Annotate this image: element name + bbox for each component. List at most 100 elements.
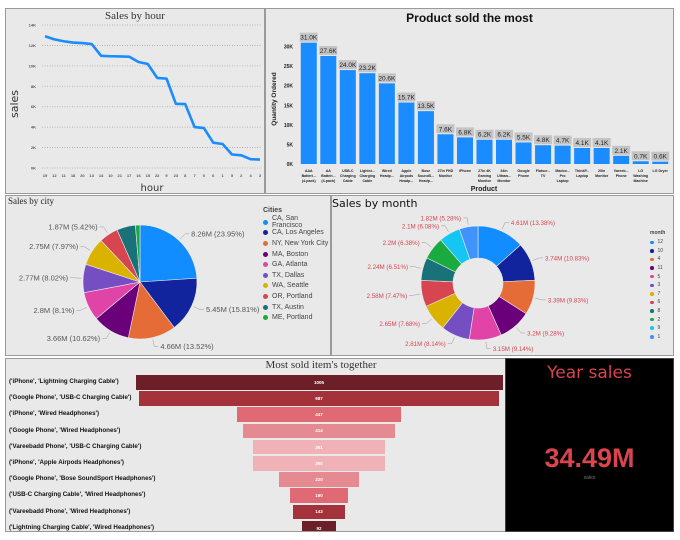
funnel-category-label: ('Lightning Charging Cable', 'Wired Head… xyxy=(9,523,155,531)
data-label: 5.5K xyxy=(517,134,531,141)
legend-label: 12 xyxy=(657,239,664,246)
data-label-bg xyxy=(612,145,631,155)
data-label-bg xyxy=(514,132,533,142)
data-label-bg xyxy=(436,124,455,134)
data-label-bg xyxy=(495,129,514,139)
legend-title: Cities xyxy=(263,207,283,214)
leader-line xyxy=(485,341,491,349)
leader-line xyxy=(76,307,87,311)
chart-title: Product sold the most xyxy=(406,11,533,25)
slice-label: 1.82M (5.28%) xyxy=(421,215,462,222)
legend-item[interactable]: MA, Boston xyxy=(263,249,330,260)
legend-item[interactable]: OR, Portland xyxy=(263,291,330,302)
y-axis-label: Quantity Ordered xyxy=(271,72,278,125)
legend-item[interactable]: 1 xyxy=(650,333,665,342)
legend-label: 3 xyxy=(657,282,661,289)
bar xyxy=(320,55,337,164)
leader-line xyxy=(501,222,509,230)
slice-label: 4.61M (13.38%) xyxy=(511,220,555,227)
x-tick-label: 12 xyxy=(52,173,57,178)
leader-line xyxy=(102,332,110,339)
legend-item[interactable]: WA, Seattle xyxy=(263,281,330,292)
legend-label: TX, Austin xyxy=(272,303,304,311)
legend-label: 4 xyxy=(657,256,661,263)
city-pie-chart: 8.26M (23.95%) 5.45M (15.81%) 4.66M (13.52… xyxy=(19,222,260,351)
slice-label: 8.26M (23.95%) xyxy=(191,229,245,238)
bar xyxy=(339,70,356,164)
legend-item[interactable]: 4 xyxy=(650,255,665,264)
leader-line xyxy=(410,266,421,269)
legend-item[interactable]: CA, San Francisco xyxy=(263,215,330,229)
funnel-bar: 92 xyxy=(302,520,336,531)
y-axis-label: sales xyxy=(8,90,21,118)
kpi-value: 34.49M xyxy=(544,443,635,473)
legend-item[interactable]: GA, Atlanta xyxy=(263,259,330,270)
legend-item[interactable]: ME, Portland xyxy=(263,312,330,323)
data-label-bg xyxy=(631,151,650,161)
data-label: 24.0K xyxy=(339,62,357,69)
legend-item[interactable]: 11 xyxy=(650,264,665,273)
slice xyxy=(139,224,198,283)
legend-item[interactable]: NY, New York City xyxy=(263,238,330,249)
data-label: 20.6K xyxy=(378,75,396,82)
legend-label: 5 xyxy=(657,273,661,280)
data-label: 4.1K xyxy=(595,140,609,147)
funnel-category-label: ('iPhone', 'Wired Headphones') xyxy=(9,410,100,418)
bar xyxy=(515,142,532,164)
x-tick-label: 21 xyxy=(118,173,123,178)
bar xyxy=(300,42,317,164)
legend-label: 9 xyxy=(657,325,661,332)
legend-item[interactable]: 6 xyxy=(650,298,665,307)
legend-label: CA, Los Angeles xyxy=(272,229,324,237)
slice-label: 4.66M (13.52%) xyxy=(160,342,214,351)
legend-item[interactable]: 3 xyxy=(650,281,665,290)
x-tick-label: 7 xyxy=(193,173,196,178)
chart-title: Sales by city xyxy=(8,196,54,206)
data-label: 0.6K xyxy=(654,154,668,161)
data-label-bg xyxy=(573,137,592,147)
x-tick-label: LG Washing Machine xyxy=(633,169,648,183)
slice-label: 3.15M (9.14%) xyxy=(493,346,534,353)
funnel-category-label: ('Vareebadd Phone', 'USB-C Charging Cabl… xyxy=(9,442,142,450)
data-label: 13.5K xyxy=(417,103,435,110)
legend-item[interactable]: TX, Dallas xyxy=(263,270,330,281)
legend-item[interactable]: 5 xyxy=(650,272,665,281)
funnel-category-label: ('USB-C Charging Cable', 'Wired Headphon… xyxy=(9,491,146,499)
bar xyxy=(593,147,610,164)
x-tick-label: ThinkP... Laptop xyxy=(575,169,590,178)
legend-label: 8 xyxy=(657,308,661,315)
x-tick-label: Wired Headp... xyxy=(380,169,394,178)
funnel-category-label: ('iPhone', 'Apple Airpods Headphones') xyxy=(9,459,124,466)
legend-marker-icon xyxy=(650,292,654,296)
legend-item[interactable]: TX, Austin xyxy=(263,302,330,313)
legend-marker-icon xyxy=(263,262,268,268)
x-tick-label: iPhone xyxy=(459,169,471,173)
legend-label: NY, New York City xyxy=(272,239,329,247)
x-tick-label: AAA Batteri... (4-pack) xyxy=(302,169,317,183)
data-label-bg xyxy=(397,92,416,102)
data-label: 6.2K xyxy=(478,132,492,139)
x-tick-label: 27in 4K Gaming Monitor xyxy=(478,169,492,183)
bar xyxy=(456,137,473,164)
legend-marker-icon xyxy=(650,240,654,245)
legend-item[interactable]: 9 xyxy=(650,324,665,333)
data-label-bg xyxy=(377,73,396,83)
slice-label: 3.74M (10.83%) xyxy=(545,255,589,262)
legend-item[interactable]: 8 xyxy=(650,307,665,316)
data-label-bg xyxy=(592,137,611,147)
x-tick-label: 15 xyxy=(146,173,151,178)
data-label-bg xyxy=(299,32,318,42)
legend-marker-icon xyxy=(263,240,268,246)
funnel-bar: 414 xyxy=(243,423,395,439)
data-label: 15.7K xyxy=(398,95,416,102)
x-tick-label: Google Phone xyxy=(517,169,529,178)
x-tick-label: 22 xyxy=(155,173,160,178)
legend-label: WA, Seattle xyxy=(272,282,309,290)
legend-item[interactable]: 2 xyxy=(650,315,665,324)
legend-item[interactable]: CA, Los Angeles xyxy=(263,228,330,239)
legend-item[interactable]: 7 xyxy=(650,290,665,299)
legend-item[interactable]: 12 xyxy=(650,238,665,247)
x-tick-label: 20 xyxy=(80,173,85,178)
x-tick-label: Apple Airpods Headp... xyxy=(399,169,413,183)
legend-item[interactable]: 10 xyxy=(650,247,665,256)
